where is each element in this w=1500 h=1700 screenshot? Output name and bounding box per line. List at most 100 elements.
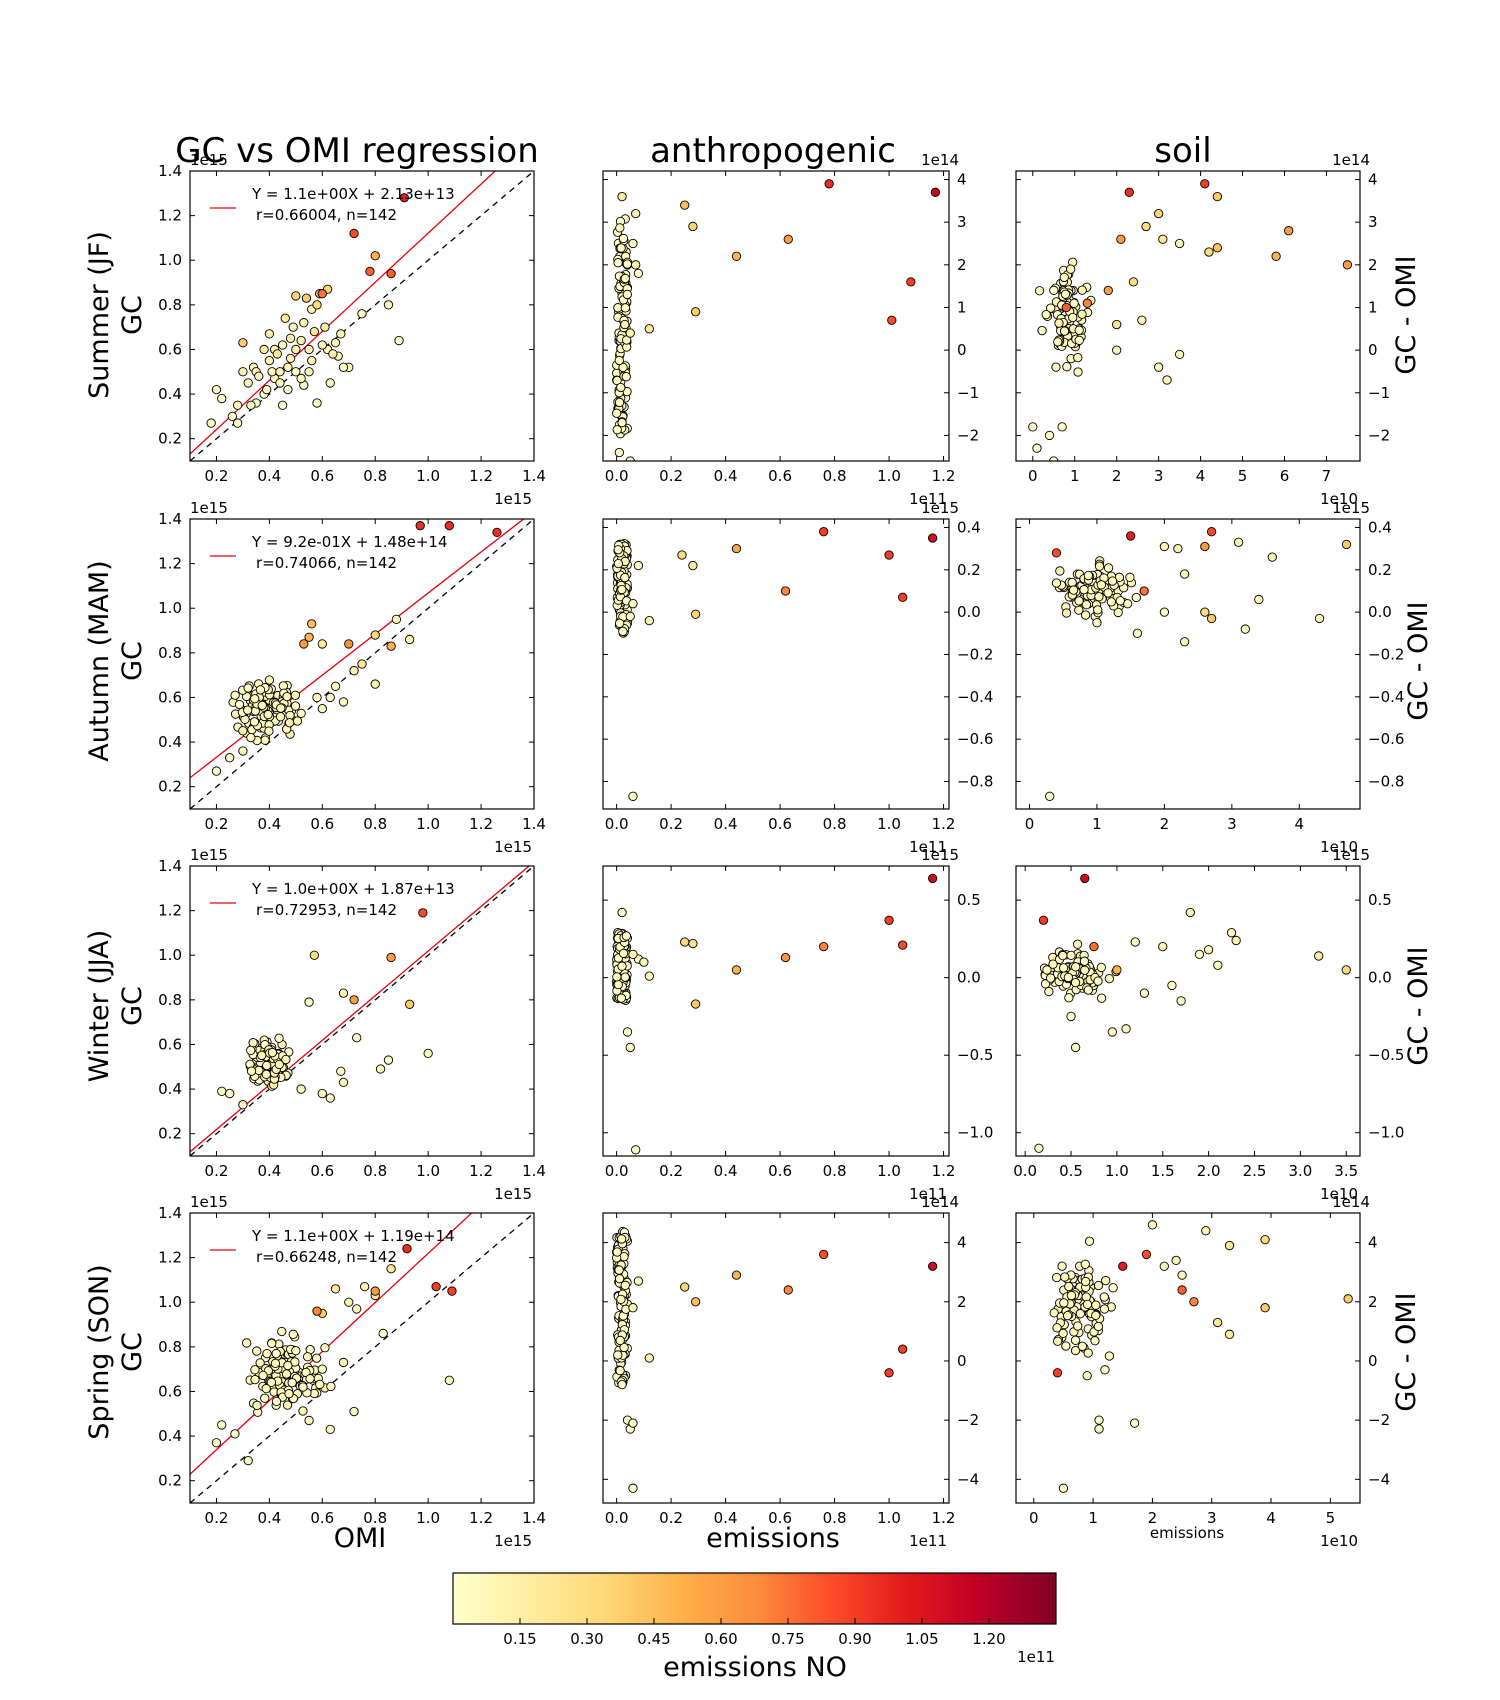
y-tick-label: 1.0 bbox=[158, 251, 182, 269]
data-point bbox=[325, 1424, 335, 1435]
y-tick-label: 1.4 bbox=[158, 510, 182, 528]
data-point bbox=[217, 393, 227, 404]
data-point bbox=[1071, 962, 1081, 972]
data-point bbox=[1174, 238, 1185, 249]
data-point bbox=[783, 234, 793, 244]
data-point bbox=[284, 1389, 294, 1399]
axes-frame bbox=[1015, 865, 1361, 1157]
data-point bbox=[304, 1415, 314, 1426]
data-point bbox=[1158, 234, 1168, 244]
data-point bbox=[1049, 1308, 1059, 1318]
data-point bbox=[1028, 422, 1038, 432]
data-point bbox=[227, 411, 237, 422]
data-point bbox=[1061, 1341, 1071, 1351]
data-point bbox=[884, 915, 894, 925]
panel-anthropogenic-winter: 0.0 0.2 0.4 0.6 0.8 1.0 1.2 −1.0 −0.5 0.0 0.5 1e11 1… bbox=[602, 846, 993, 1203]
data-point bbox=[285, 333, 296, 343]
axes-frame bbox=[189, 518, 535, 810]
data-point bbox=[614, 618, 625, 628]
data-point bbox=[370, 1286, 380, 1296]
data-point bbox=[1089, 941, 1099, 952]
data-point bbox=[383, 300, 394, 310]
data-point bbox=[1066, 1290, 1077, 1301]
data-point bbox=[1254, 594, 1264, 605]
data-point bbox=[270, 1358, 281, 1369]
data-point bbox=[1104, 1351, 1115, 1361]
data-point bbox=[1130, 937, 1140, 947]
data-point bbox=[276, 703, 286, 713]
panel-regression-spring: 0.2 0.4 0.6 0.8 1.0 1.2 1.40.20.40.60.81.01.21… bbox=[158, 1193, 546, 1550]
data-point bbox=[283, 1360, 293, 1371]
data-point bbox=[1070, 1042, 1081, 1053]
y-tick-label: 0.4 bbox=[158, 1080, 182, 1098]
data-point bbox=[628, 949, 638, 960]
y-tick-label: −0.5 bbox=[957, 1046, 993, 1064]
data-point bbox=[731, 965, 742, 975]
x-tick-label: 6 bbox=[1280, 467, 1290, 485]
data-point bbox=[299, 318, 309, 328]
x-exponent-label: 1e10 bbox=[1320, 838, 1358, 856]
x-tick-label: 0.6 bbox=[310, 1162, 334, 1180]
x-tick-label: 0.2 bbox=[659, 1162, 683, 1180]
data-point bbox=[1060, 1272, 1070, 1282]
data-point bbox=[1099, 1304, 1110, 1314]
colorbar-tick-label: 0.60 bbox=[704, 1630, 737, 1648]
data-point bbox=[217, 1086, 227, 1096]
panel-anthropogenic-summer: 0.0 0.2 0.4 0.6 0.8 1.0 1.2 −2 −1 0 1 2 3 4 1e11 1e14 bbox=[602, 151, 979, 508]
data-point bbox=[1040, 979, 1051, 989]
data-point bbox=[287, 1378, 297, 1388]
y-tick-label: −0.6 bbox=[957, 730, 993, 748]
colorbar-tick-label: 1.05 bbox=[905, 1630, 938, 1648]
data-point bbox=[349, 666, 359, 676]
svg-text:GC: GC bbox=[117, 1332, 148, 1372]
data-point bbox=[249, 717, 260, 727]
data-point bbox=[267, 367, 277, 377]
data-point bbox=[431, 1281, 441, 1292]
x-exponent-label: 1e15 bbox=[494, 1532, 532, 1550]
data-point bbox=[1126, 531, 1136, 541]
data-point bbox=[211, 384, 222, 395]
y-tick-label: 0.0 bbox=[957, 969, 981, 987]
data-point bbox=[690, 999, 701, 1009]
data-point bbox=[1079, 585, 1089, 595]
data-point bbox=[780, 586, 791, 596]
data-point bbox=[631, 208, 641, 219]
y-tick-label: 1 bbox=[957, 298, 967, 316]
y-tick-label: 0.4 bbox=[158, 385, 182, 403]
data-point bbox=[1194, 949, 1205, 960]
x-exponent-label: 1e10 bbox=[1320, 490, 1358, 508]
data-point bbox=[259, 344, 269, 355]
colorbar-tick-label: 1.20 bbox=[972, 1630, 1005, 1648]
y-tick-label: 4 bbox=[1368, 1234, 1378, 1252]
data-point bbox=[317, 289, 327, 299]
data-point bbox=[1038, 915, 1049, 925]
y-tick-label: 1.4 bbox=[158, 162, 182, 180]
data-point bbox=[1112, 319, 1122, 330]
data-point bbox=[1079, 956, 1090, 966]
data-point bbox=[250, 694, 260, 704]
x-tick-label: 0.8 bbox=[823, 1162, 847, 1180]
data-point bbox=[616, 993, 626, 1003]
axes-frame bbox=[1015, 1212, 1361, 1504]
data-point bbox=[615, 223, 625, 233]
data-point bbox=[246, 1066, 257, 1076]
y-tick-label: −0.8 bbox=[1368, 772, 1404, 790]
x-tick-label: 0.5 bbox=[1059, 1162, 1083, 1180]
data-point bbox=[1058, 950, 1068, 961]
colorbar-tick-label: 0.90 bbox=[838, 1630, 871, 1648]
data-point bbox=[352, 1033, 362, 1043]
svg-text:GC: GC bbox=[117, 295, 148, 335]
data-point bbox=[1066, 950, 1076, 961]
axes-frame bbox=[602, 865, 950, 1157]
data-point bbox=[418, 908, 428, 918]
data-point bbox=[399, 193, 409, 203]
data-point bbox=[1058, 1328, 1068, 1338]
row-label-summer: Summer (JF) GC bbox=[84, 231, 148, 399]
data-point bbox=[614, 1265, 624, 1275]
x-tick-label: 1.0 bbox=[877, 467, 901, 485]
x-exponent-label: 1e15 bbox=[494, 838, 532, 856]
data-point bbox=[264, 726, 274, 736]
data-point bbox=[1094, 1415, 1104, 1425]
data-point bbox=[1034, 1143, 1044, 1153]
data-point bbox=[1341, 965, 1351, 975]
